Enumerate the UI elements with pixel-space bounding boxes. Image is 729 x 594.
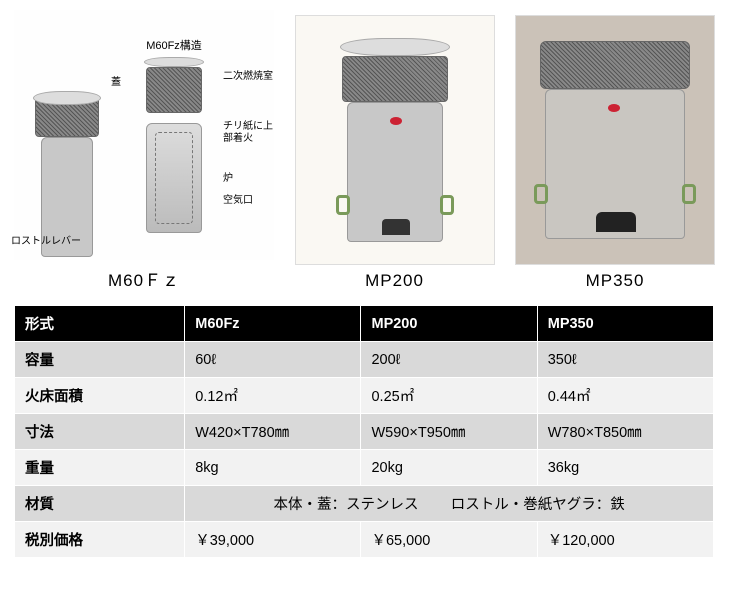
- handle-icon: [534, 184, 548, 204]
- product-image-mp350: [515, 15, 715, 265]
- cell: ￥65,000: [361, 522, 537, 558]
- cell: 60ℓ: [185, 342, 361, 378]
- cell: 36kg: [537, 450, 713, 486]
- cell: W780×T850㎜: [537, 414, 713, 450]
- table-row: 寸法 W420×T780㎜ W590×T950㎜ W780×T850㎜: [15, 414, 714, 450]
- row-label: 寸法: [15, 414, 185, 450]
- product-mp350: MP350: [515, 15, 715, 291]
- material-body: 本体・蓋：ステンレス: [274, 497, 419, 513]
- product-images-row: ロストルレバー M60Fz構造 蓋: [14, 10, 715, 291]
- spec-table: 形式 M60Fz MP200 MP350 容量 60ℓ 200ℓ 350ℓ 火床…: [14, 305, 714, 558]
- material-parts: ロストル・巻紙ヤグラ：鉄: [451, 497, 625, 513]
- table-row: 重量 8kg 20kg 36kg: [15, 450, 714, 486]
- row-label: 容量: [15, 342, 185, 378]
- table-row-material: 材質 本体・蓋：ステンレス ロストル・巻紙ヤグラ：鉄: [15, 486, 714, 522]
- row-label: 火床面積: [15, 378, 185, 414]
- cell: W590×T950㎜: [361, 414, 537, 450]
- table-row: 容量 60ℓ 200ℓ 350ℓ: [15, 342, 714, 378]
- label-paper: チリ紙に上部着火: [223, 121, 273, 145]
- caption-mp350: MP350: [586, 271, 645, 291]
- row-label: 材質: [15, 486, 185, 522]
- diagram-title: M60Fz構造: [129, 37, 219, 53]
- row-label: 重量: [15, 450, 185, 486]
- header-mp200: MP200: [361, 306, 537, 342]
- product-image-mp200: [295, 15, 495, 265]
- cell: 0.12㎡: [185, 378, 361, 414]
- header-mp350: MP350: [537, 306, 713, 342]
- label-air: 空気口: [223, 195, 273, 207]
- cell: W420×T780㎜: [185, 414, 361, 450]
- material-cell: 本体・蓋：ステンレス ロストル・巻紙ヤグラ：鉄: [185, 486, 714, 522]
- table-header-row: 形式 M60Fz MP200 MP350: [15, 306, 714, 342]
- cell: 350ℓ: [537, 342, 713, 378]
- label-lid: 蓋: [111, 73, 121, 88]
- label-secondary: 二次燃焼室: [223, 71, 273, 83]
- handle-icon: [336, 195, 350, 215]
- cell: ￥120,000: [537, 522, 713, 558]
- cell: 0.25㎡: [361, 378, 537, 414]
- caption-m60fz: M60Ｆｚ: [108, 266, 180, 291]
- table-row: 火床面積 0.12㎡ 0.25㎡ 0.44㎡: [15, 378, 714, 414]
- cell: 200ℓ: [361, 342, 537, 378]
- caption-mp200: MP200: [365, 271, 424, 291]
- product-m60fz: ロストルレバー M60Fz構造 蓋: [14, 10, 274, 291]
- row-label: 税別価格: [15, 522, 185, 558]
- label-lever: ロストルレバー: [11, 232, 81, 247]
- header-m60fz: M60Fz: [185, 306, 361, 342]
- cell: ￥39,000: [185, 522, 361, 558]
- product-image-m60fz: ロストルレバー M60Fz構造 蓋: [14, 10, 274, 260]
- handle-icon: [682, 184, 696, 204]
- cell: 8kg: [185, 450, 361, 486]
- cell: 0.44㎡: [537, 378, 713, 414]
- cell: 20kg: [361, 450, 537, 486]
- brand-logo-icon: [608, 104, 620, 112]
- product-mp200: MP200: [295, 15, 495, 291]
- table-row-price: 税別価格 ￥39,000 ￥65,000 ￥120,000: [15, 522, 714, 558]
- brand-logo-icon: [390, 117, 402, 125]
- handle-icon: [440, 195, 454, 215]
- label-furnace: 炉: [223, 173, 273, 185]
- header-model: 形式: [15, 306, 185, 342]
